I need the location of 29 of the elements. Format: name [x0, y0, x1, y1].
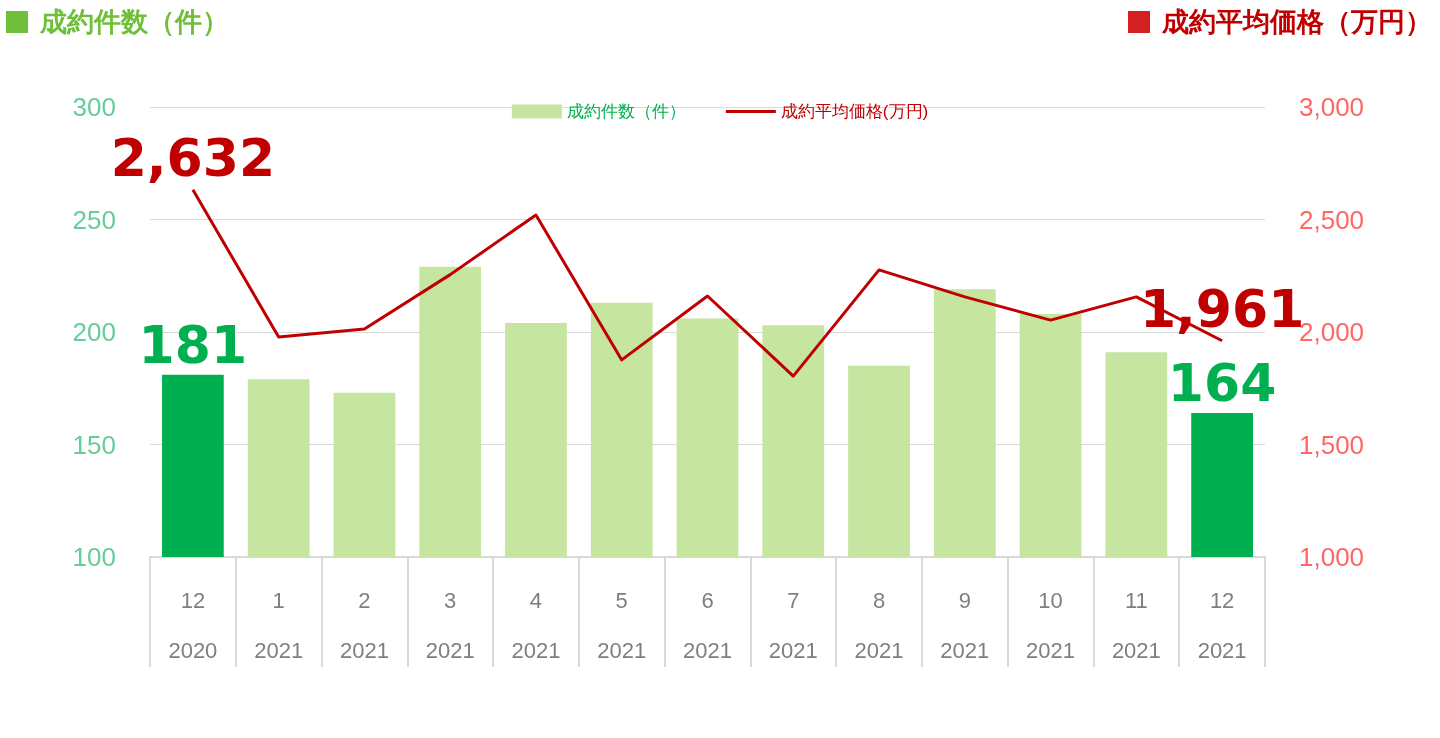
- legend-label: 成約件数（件）: [566, 102, 686, 121]
- x-tick-label: 12 2020: [168, 587, 218, 663]
- x-tick-label: 5 2021: [597, 587, 647, 663]
- x-tick-label: 11 2021: [1111, 587, 1161, 663]
- y-axis-title: 成約件数（件）: [40, 5, 229, 39]
- x-tick-label: 6 2021: [683, 587, 732, 663]
- x-tick-label: 1 2021: [254, 587, 304, 663]
- y2-tick-label: 2,500: [1299, 204, 1365, 235]
- y-tick-label: 300: [72, 92, 116, 122]
- x-tick-label: 8 2021: [854, 587, 904, 663]
- y2-tick-label: 3,000: [1299, 92, 1365, 122]
- y2-tick-label: 1,000: [1299, 542, 1365, 572]
- x-tick-label: 9 2021: [940, 587, 990, 663]
- x-tick-label: 3 2021: [425, 587, 475, 663]
- x-tick-label: 10 2021: [1026, 587, 1076, 663]
- data-label: 2,632: [110, 127, 276, 188]
- x-tick-label: 7 2021: [768, 587, 818, 663]
- y-tick-label: 150: [72, 429, 116, 460]
- x-tick-label: 12 2021: [1197, 587, 1247, 663]
- y2-axis-title: 成約平均価格（万円）: [1162, 5, 1432, 39]
- y2-tick-label: 1,500: [1299, 429, 1365, 460]
- y-tick-label: 250: [72, 204, 116, 235]
- legend-label: 成約平均価格(万円): [780, 102, 929, 121]
- data-label: 164: [1167, 353, 1277, 413]
- data-label: 181: [138, 314, 248, 375]
- y-tick-label: 200: [72, 317, 116, 347]
- x-tick-label: 4 2021: [511, 587, 561, 663]
- x-tick-label: 2 2021: [339, 587, 389, 663]
- y-tick-label: 100: [72, 542, 116, 572]
